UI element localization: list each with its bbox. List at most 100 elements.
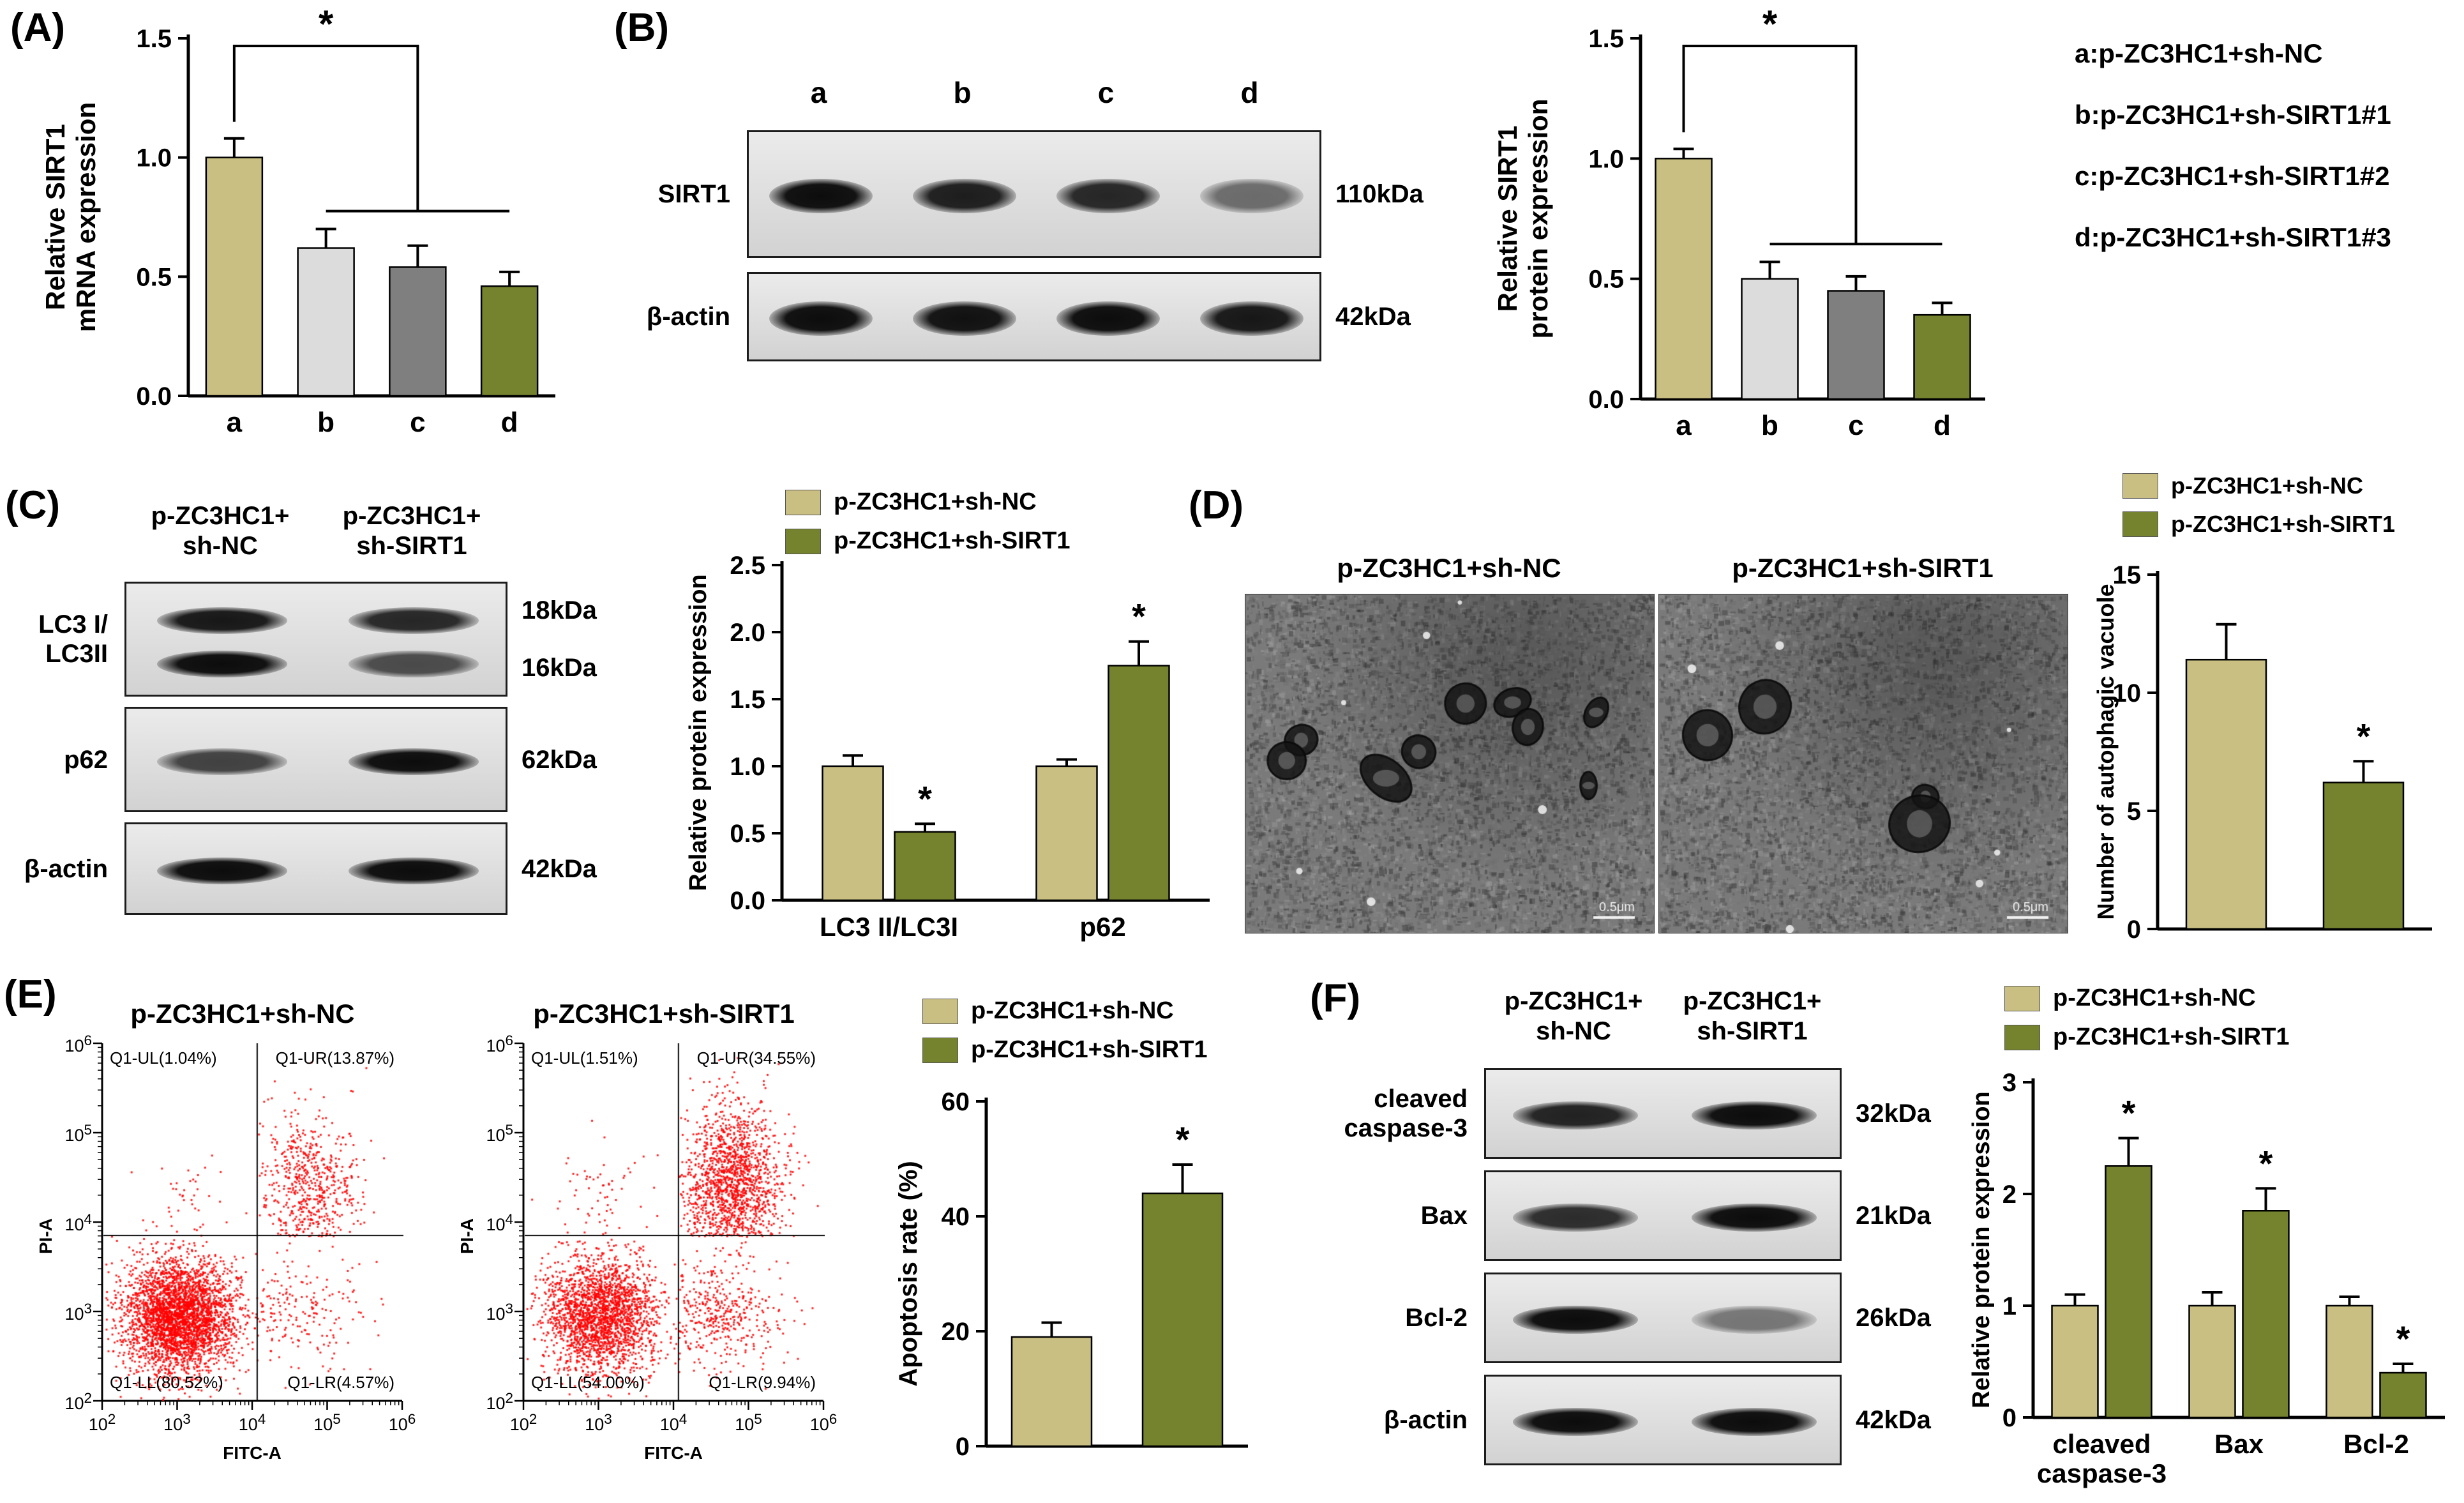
legend-entry-nc: p-ZC3HC1+sh-NC: [922, 997, 1208, 1025]
bar: [2185, 658, 2267, 930]
x-tick-label: 103: [585, 1411, 612, 1434]
quadrant-label-ur: Q1-UR(34.55%): [696, 1048, 816, 1068]
blot-band: [769, 179, 873, 213]
blot-band: [157, 607, 287, 634]
blot-row-label: SIRT1: [657, 180, 730, 208]
y-tick-label: 102: [486, 1390, 513, 1413]
panel-c-legend: p-ZC3HC1+sh-NC p-ZC3HC1+sh-SIRT1: [785, 488, 1070, 555]
blot-band: [912, 301, 1016, 336]
svg-text:p62: p62: [1079, 912, 1125, 942]
kda-label: 62kDa: [522, 745, 597, 774]
svg-text:0: 0: [2002, 1404, 2017, 1432]
blot-lane-label: p-ZC3HC1+ sh-SIRT1: [342, 502, 481, 561]
blot-box: [124, 582, 507, 697]
svg-text:a: a: [1676, 410, 1692, 441]
legend-entry-nc: p-ZC3HC1+sh-NC: [2004, 985, 2290, 1012]
blot-band: [157, 857, 287, 884]
em-title-sirt1: p-ZC3HC1+sh-SIRT1: [1732, 553, 1994, 583]
svg-text:2.5: 2.5: [730, 552, 765, 580]
svg-text:40: 40: [942, 1203, 970, 1231]
svg-text:LC3 II/LC3I: LC3 II/LC3I: [820, 912, 958, 942]
blot-band: [1199, 179, 1303, 213]
svg-text:0.0: 0.0: [136, 382, 172, 411]
blot-box: [747, 272, 1321, 361]
bar: [1913, 313, 1971, 400]
blot-band: [157, 651, 287, 677]
kda-label: 42kDa: [1856, 1406, 1931, 1434]
svg-text:protein expression: protein expression: [1523, 99, 1553, 339]
panel-e-legend: p-ZC3HC1+sh-NC p-ZC3HC1+sh-SIRT1: [922, 997, 1208, 1064]
kda-label: 110kDa: [1335, 180, 1424, 208]
x-tick-label: 102: [509, 1411, 537, 1434]
svg-text:10: 10: [2113, 679, 2142, 707]
legend-label: p-ZC3HC1+sh-NC: [834, 488, 1037, 515]
flow-y-axis-label: PI-A: [457, 1218, 477, 1254]
svg-text:1: 1: [2002, 1292, 2017, 1320]
svg-text:b: b: [1761, 410, 1778, 441]
quadrant-label-ll: Q1-LL(80.52%): [110, 1373, 223, 1392]
blot-band: [1199, 301, 1303, 336]
svg-text:*: *: [1176, 1119, 1190, 1159]
panel-c-letter: (C): [5, 483, 61, 527]
bar: [389, 266, 447, 397]
bar: [2051, 1304, 2099, 1419]
blot-box: [1484, 1068, 1842, 1159]
blot-lane-label: p-ZC3HC1+ sh-NC: [151, 502, 290, 561]
y-tick-label: 106: [64, 1032, 92, 1055]
x-tick-label: 104: [659, 1411, 687, 1434]
bar: [1108, 665, 1170, 902]
blot-box: [1484, 1170, 1842, 1261]
bar: [1010, 1336, 1093, 1447]
flow-y-axis-label: PI-A: [36, 1218, 56, 1254]
svg-text:d: d: [501, 407, 518, 438]
bar: [2242, 1210, 2290, 1419]
blot-lane-header: p-ZC3HC1+ sh-NC p-ZC3HC1+ sh-SIRT1: [1484, 986, 1842, 1057]
panel-f-letter: (F): [1310, 976, 1361, 1020]
blot-row-label: Bcl-2: [1405, 1304, 1468, 1332]
blot-band: [349, 748, 479, 775]
x-tick-label: 106: [809, 1411, 838, 1434]
svg-text:*: *: [2357, 716, 2371, 756]
apoptosis-rate-bar-chart: 0 20 40 60 Apoptosis rate (%) *: [887, 1079, 1264, 1475]
svg-text:1.5: 1.5: [136, 25, 172, 53]
blot-lane-label: a: [810, 76, 827, 109]
bar: [2322, 782, 2405, 930]
svg-text:0.0: 0.0: [1588, 386, 1624, 414]
panel-d-legend: p-ZC3HC1+sh-NC p-ZC3HC1+sh-SIRT1: [2122, 472, 2395, 538]
blot-box: [747, 130, 1321, 258]
svg-text:1.0: 1.0: [730, 753, 765, 781]
autophagy-western-blot: p-ZC3HC1+ sh-NC p-ZC3HC1+ sh-SIRT1 LC3 I/ …: [10, 501, 610, 923]
bar: [2379, 1371, 2427, 1419]
x-tick-label: 104: [238, 1411, 266, 1434]
svg-text:*: *: [319, 10, 334, 45]
kda-label: 42kDa: [522, 854, 597, 883]
bar: [1827, 290, 1885, 400]
legend-swatch-olive: [2004, 1024, 2040, 1050]
blot-band: [1513, 1306, 1638, 1334]
blot-row-label: β-actin: [646, 303, 730, 331]
x-tick-label: 103: [163, 1411, 191, 1434]
svg-text:0.5: 0.5: [136, 263, 172, 291]
apoptosis-protein-bar-chart: 0 1 2 3 Relative protein expression cleaved ca…: [1960, 1063, 2458, 1491]
legend-entry-sirt1: p-ZC3HC1+sh-SIRT1: [2122, 511, 2395, 538]
bar-chart-svg: 0.0 0.5 1.0 1.5 Relative SIRT1 protein expres…: [1492, 3, 1985, 441]
svg-text:0.5: 0.5: [1588, 266, 1624, 294]
svg-text:5: 5: [2127, 797, 2141, 826]
bar: [2105, 1165, 2152, 1419]
quadrant-label-ul: Q1-UL(1.51%): [531, 1048, 638, 1068]
y-tick-label: 103: [64, 1301, 92, 1324]
sirt1-mrna-bar-chart: 0.0 0.5 1.0 1.5 Relative SIRT1 mRNA expressio…: [35, 3, 578, 457]
svg-text:1.5: 1.5: [1588, 25, 1624, 53]
panel-a-letter: (A): [10, 6, 66, 50]
y-tick-label: 105: [486, 1122, 513, 1145]
blot-row-label: β-actin: [24, 854, 108, 883]
x-tick-label: 105: [313, 1411, 341, 1434]
x-tick-label: 102: [88, 1411, 116, 1434]
blot-lane-label: p-ZC3HC1+ sh-SIRT1: [1683, 987, 1822, 1046]
em-image-nc: [1245, 594, 1655, 933]
svg-text:*: *: [1762, 10, 1778, 45]
flow-cytometry-plot-nc: p-ZC3HC1+sh-NC 102 102 103 103 104 104 105 105 10…: [19, 990, 434, 1494]
legend-line-d: d:p-ZC3HC1+sh-SIRT1#3: [2075, 222, 2391, 252]
legend-swatch-olive: [2122, 511, 2158, 537]
blot-band: [912, 179, 1016, 213]
